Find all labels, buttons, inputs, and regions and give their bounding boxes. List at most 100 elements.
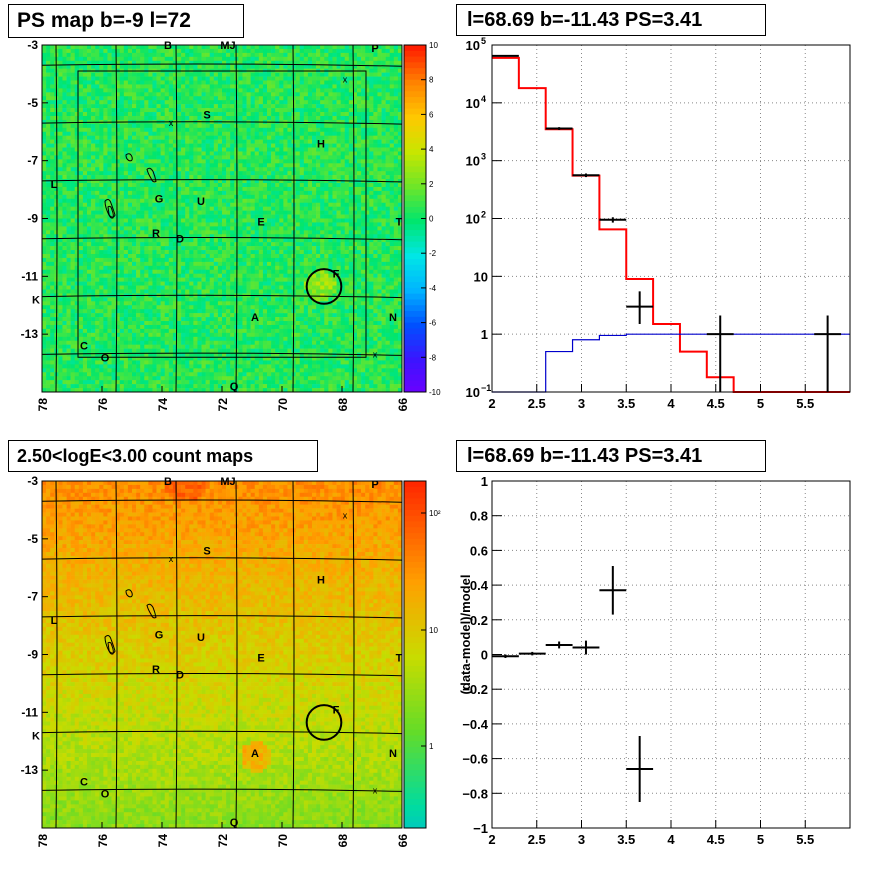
x-tick-label: 2.5 bbox=[528, 396, 546, 411]
y-tick-label: 1 bbox=[481, 327, 488, 342]
source-label: R bbox=[152, 664, 160, 676]
source-label: F bbox=[333, 704, 340, 716]
figure-canvas: xxxB MJ PSHLG UE TR DFKA NCOQ78 76 74 72 70 68 66-3-… bbox=[0, 0, 896, 872]
source-label: E bbox=[257, 216, 264, 228]
source-label: N bbox=[389, 748, 397, 760]
y-tick-label: -7 bbox=[27, 590, 38, 604]
y-tick-exponent: 4 bbox=[481, 94, 486, 104]
x-marker: x bbox=[343, 511, 348, 521]
y-tick-label: −1 bbox=[473, 821, 488, 836]
y-tick-label: −0.6 bbox=[462, 752, 488, 767]
source-label: L bbox=[51, 179, 58, 191]
y-tick-label: -11 bbox=[21, 269, 38, 283]
source-label: B bbox=[164, 40, 172, 52]
colorbar-tick-label: 10 bbox=[429, 626, 438, 635]
x-tick-label: 66 bbox=[396, 398, 410, 412]
source-label: C bbox=[80, 777, 88, 789]
y-tick-label: -11 bbox=[21, 705, 38, 719]
source-label: D bbox=[176, 670, 184, 682]
x-tick-label: 68 bbox=[336, 398, 350, 412]
y-tick-label: 10 bbox=[466, 212, 480, 227]
x-tick-label: 66 bbox=[396, 834, 410, 848]
residual-y-axis-label: (data-model)/model bbox=[458, 575, 473, 695]
y-tick-label: 0.8 bbox=[470, 509, 488, 524]
source-label: F bbox=[333, 268, 340, 280]
colorbar-tick-label: -6 bbox=[429, 319, 437, 328]
source-label: D bbox=[176, 234, 184, 246]
colorbar-tick-label: -10 bbox=[429, 388, 441, 397]
source-label: S bbox=[203, 109, 210, 121]
source-label: B bbox=[164, 476, 172, 488]
y-tick-label: -9 bbox=[27, 212, 38, 226]
x-tick-label: 4 bbox=[667, 396, 675, 411]
colorbar-tick-label: 6 bbox=[429, 110, 434, 119]
x-tick-label: 72 bbox=[216, 834, 230, 848]
source-label: U bbox=[197, 632, 205, 644]
x-tick-label: 2 bbox=[488, 832, 495, 847]
colorbar-tick-label: -2 bbox=[429, 249, 437, 258]
x-marker: x bbox=[373, 785, 378, 795]
x-tick-label: 5 bbox=[757, 396, 764, 411]
x-tick-label: 68 bbox=[336, 834, 350, 848]
colorbar-tick-label: 1 bbox=[429, 742, 434, 751]
y-tick-label: 0 bbox=[481, 648, 488, 663]
count-map-colorbar: 10² 10 1 bbox=[404, 481, 441, 829]
source-label: S bbox=[203, 545, 210, 557]
y-tick-label: -5 bbox=[27, 532, 38, 546]
colorbar-tick-label: -4 bbox=[429, 284, 437, 293]
x-marker: x bbox=[169, 554, 174, 564]
y-tick-exponent: 3 bbox=[481, 152, 486, 162]
x-tick-label: 5 bbox=[757, 832, 764, 847]
data-point bbox=[492, 55, 519, 57]
source-label: K bbox=[32, 730, 40, 742]
colorbar-tick-label: 2 bbox=[429, 180, 434, 189]
y-tick-label: −0.8 bbox=[462, 786, 488, 801]
y-tick-label: 10 bbox=[466, 154, 480, 169]
x-marker: x bbox=[169, 118, 174, 128]
y-tick-label: −0.4 bbox=[462, 717, 488, 732]
y-tick-label: 1 bbox=[481, 474, 488, 489]
x-marker: x bbox=[373, 349, 378, 359]
source-label: R bbox=[152, 228, 160, 240]
ps-map-pixels bbox=[42, 45, 402, 392]
x-tick-label: 74 bbox=[156, 834, 170, 848]
x-tick-label: 2.5 bbox=[528, 832, 546, 847]
source-label: K bbox=[32, 294, 40, 306]
ps-map-title: PS map b=-9 l=72 bbox=[8, 4, 244, 38]
source-label: O bbox=[101, 352, 110, 364]
x-tick-label: 76 bbox=[96, 398, 110, 412]
source-label: G bbox=[155, 193, 164, 205]
y-tick-label: -3 bbox=[27, 474, 38, 488]
x-tick-label: 5.5 bbox=[796, 832, 814, 847]
x-tick-label: 72 bbox=[216, 398, 230, 412]
source-label: G bbox=[155, 629, 164, 641]
x-tick-label: 4.5 bbox=[707, 396, 725, 411]
count-map-title: 2.50<logE<3.00 count maps bbox=[8, 440, 318, 472]
y-tick-exponent: 2 bbox=[481, 210, 486, 220]
source-label: A bbox=[251, 748, 259, 760]
residual-title: l=68.69 b=-11.43 PS=3.41 bbox=[456, 440, 766, 472]
colorbar-tick-label: 10² bbox=[429, 509, 441, 518]
y-tick-label: 10 bbox=[474, 269, 488, 284]
source-label: H bbox=[317, 574, 325, 586]
y-tick-label: 10 bbox=[466, 385, 480, 400]
source-label: Q bbox=[230, 817, 239, 829]
colorbar-tick-label: 10 bbox=[429, 41, 438, 50]
x-tick-label: 70 bbox=[276, 398, 290, 412]
source-label: MJ bbox=[220, 40, 235, 52]
x-tick-label: 4 bbox=[667, 832, 675, 847]
x-tick-label: 78 bbox=[36, 834, 50, 848]
source-label: L bbox=[51, 615, 58, 627]
x-tick-label: 3.5 bbox=[617, 396, 635, 411]
x-tick-label: 78 bbox=[36, 398, 50, 412]
x-tick-label: 70 bbox=[276, 834, 290, 848]
x-tick-label: 74 bbox=[156, 398, 170, 412]
spectrum-title: l=68.69 b=-11.43 PS=3.41 bbox=[456, 4, 766, 36]
source-label: Q bbox=[230, 381, 239, 393]
source-label: N bbox=[389, 312, 397, 324]
count-map-pixels bbox=[42, 481, 402, 828]
y-tick-label: -13 bbox=[21, 763, 39, 777]
x-marker: x bbox=[343, 75, 348, 85]
